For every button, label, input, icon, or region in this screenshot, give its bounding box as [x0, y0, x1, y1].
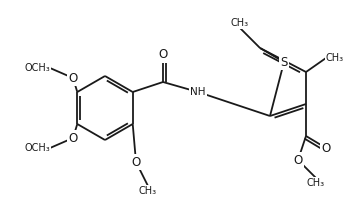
Text: OCH₃: OCH₃: [24, 63, 50, 73]
Text: O: O: [68, 71, 78, 85]
Text: OCH₃: OCH₃: [24, 143, 50, 153]
Text: CH₃: CH₃: [231, 18, 249, 28]
Text: O: O: [293, 153, 303, 166]
Text: O: O: [131, 155, 141, 169]
Text: O: O: [158, 49, 168, 61]
Text: CH₃: CH₃: [139, 186, 157, 196]
Text: O: O: [321, 141, 331, 155]
Text: O: O: [68, 131, 78, 145]
Text: CH₃: CH₃: [326, 53, 344, 63]
Text: S: S: [280, 56, 288, 68]
Text: CH₃: CH₃: [307, 178, 325, 188]
Text: NH: NH: [190, 87, 206, 97]
